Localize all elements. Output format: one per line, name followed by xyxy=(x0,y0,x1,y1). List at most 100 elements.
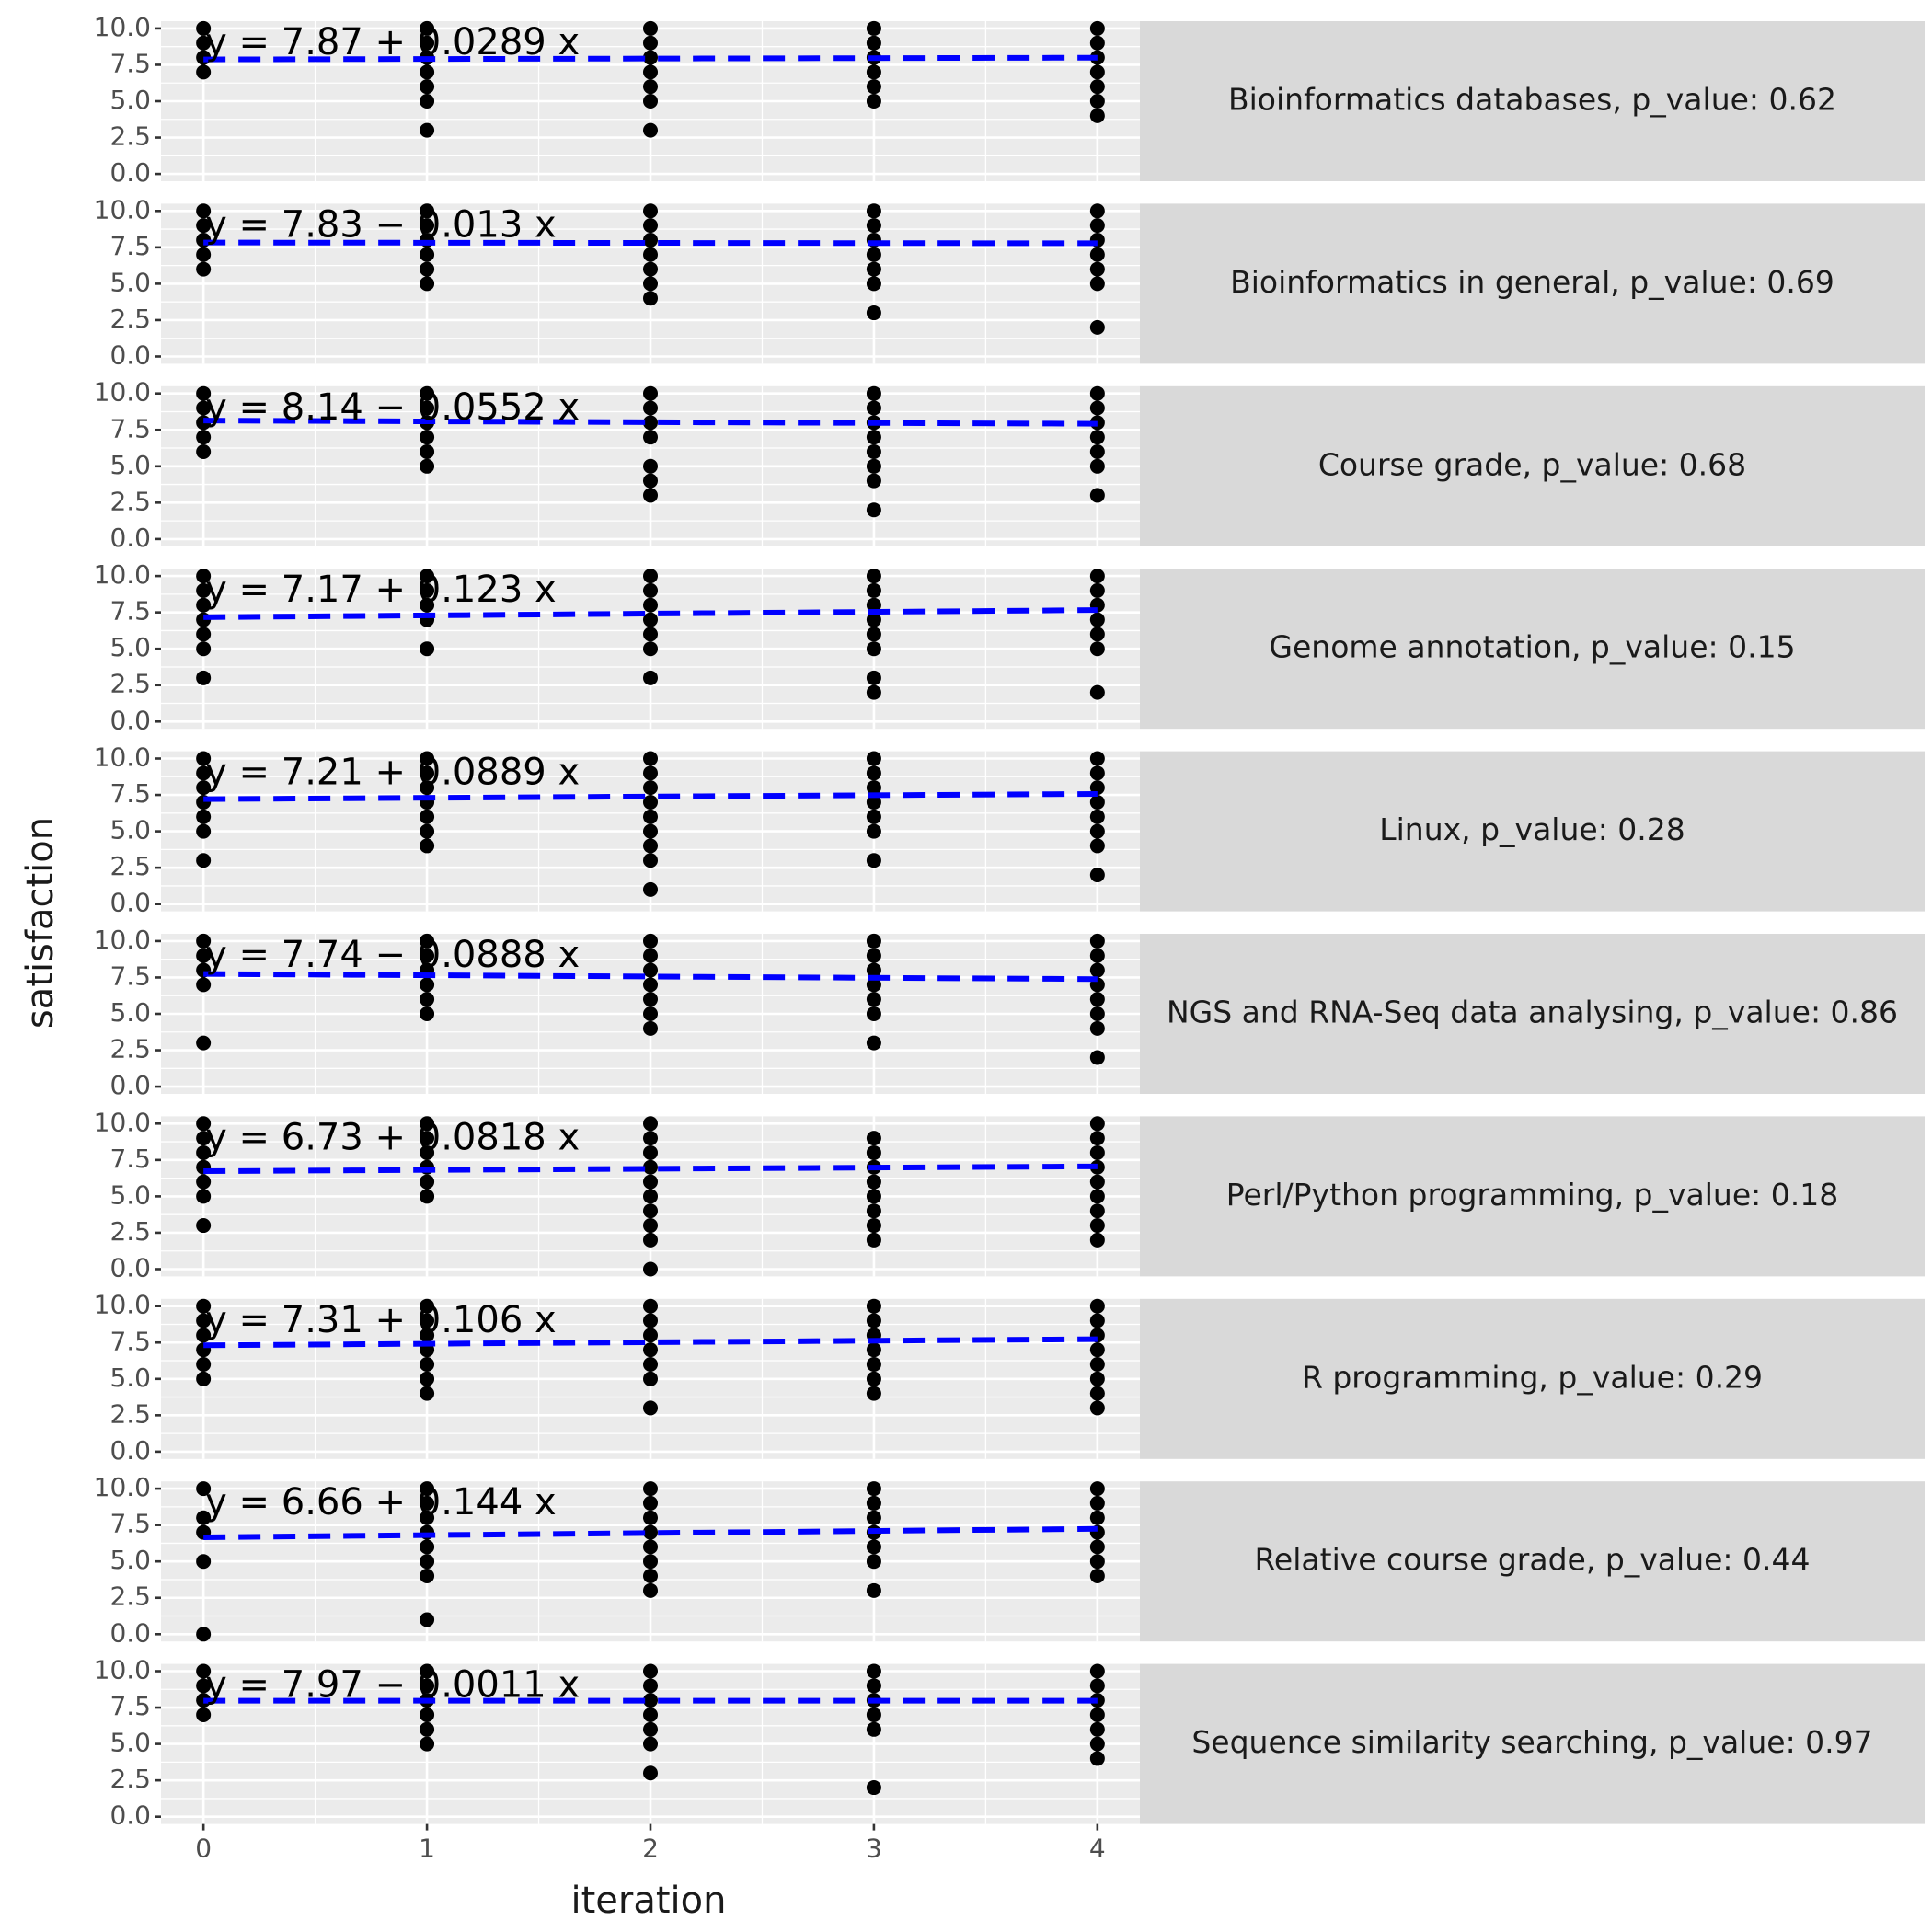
point xyxy=(1089,1174,1105,1190)
point xyxy=(196,627,212,642)
y-tick-label: 5.0 xyxy=(109,1363,151,1393)
point xyxy=(866,582,881,598)
strip-label: Linux, p_value: 0.28 xyxy=(1379,811,1685,847)
point xyxy=(866,385,881,401)
point xyxy=(866,780,881,796)
point xyxy=(643,582,658,598)
point xyxy=(1089,50,1105,65)
point xyxy=(1089,684,1105,700)
point xyxy=(643,1232,658,1248)
point xyxy=(420,1116,435,1132)
point xyxy=(866,1144,881,1160)
point xyxy=(643,1006,658,1021)
point xyxy=(866,1371,881,1386)
point xyxy=(196,977,212,993)
point xyxy=(643,1159,658,1175)
point xyxy=(866,400,881,416)
point xyxy=(420,641,435,657)
y-tick-label: 2.5 xyxy=(109,121,151,152)
y-tick-label: 0.0 xyxy=(109,888,151,918)
point xyxy=(1089,794,1105,810)
point xyxy=(1089,1050,1105,1065)
point xyxy=(643,809,658,824)
y-tick-label: 10.0 xyxy=(94,925,151,955)
point xyxy=(866,64,881,80)
point xyxy=(643,261,658,277)
point xyxy=(643,291,658,306)
point xyxy=(1089,569,1105,584)
point xyxy=(1089,443,1105,459)
point xyxy=(420,1721,435,1737)
point xyxy=(1089,1342,1105,1358)
point xyxy=(866,627,881,642)
y-tick-label: 7.5 xyxy=(109,1144,151,1174)
point xyxy=(866,20,881,36)
x-tick-label: 3 xyxy=(866,1834,882,1864)
point xyxy=(643,1678,658,1694)
point xyxy=(866,458,881,474)
point xyxy=(643,1510,658,1525)
equation: y = 7.31 + 0.106 x xyxy=(205,1299,557,1341)
point xyxy=(196,1035,212,1051)
equation: y = 8.14 − 0.0552 x xyxy=(205,386,580,429)
point xyxy=(866,1780,881,1796)
point xyxy=(643,1736,658,1752)
point xyxy=(420,64,435,80)
equation: y = 6.73 + 0.0818 x xyxy=(205,1116,580,1158)
point xyxy=(1089,94,1105,109)
point xyxy=(643,569,658,584)
point xyxy=(866,218,881,234)
strip-label: NGS and RNA-Seq data analysing, p_value:… xyxy=(1167,995,1898,1030)
point xyxy=(866,765,881,781)
point xyxy=(196,569,212,584)
point xyxy=(1089,276,1105,292)
point xyxy=(1089,203,1105,219)
point xyxy=(1089,1116,1105,1132)
point xyxy=(643,933,658,949)
point xyxy=(643,1707,658,1722)
y-tick-label: 7.5 xyxy=(109,960,151,991)
point xyxy=(866,1174,881,1190)
point xyxy=(643,1342,658,1358)
point xyxy=(866,1678,881,1694)
point xyxy=(420,597,435,613)
equation: y = 7.74 − 0.0888 x xyxy=(205,934,580,976)
point xyxy=(196,809,212,824)
strip-background xyxy=(1140,203,1925,364)
point xyxy=(420,780,435,796)
point xyxy=(420,751,435,766)
y-tick-label: 2.5 xyxy=(109,1216,151,1247)
point xyxy=(420,1006,435,1021)
y-tick-label: 5.0 xyxy=(109,1179,151,1210)
point xyxy=(866,641,881,657)
x-tick-label: 0 xyxy=(195,1834,212,1864)
point xyxy=(196,1298,212,1314)
point xyxy=(866,809,881,824)
point xyxy=(420,992,435,1007)
strip-label: Sequence similarity searching, p_value: … xyxy=(1191,1724,1872,1760)
y-tick-label: 0.0 xyxy=(109,1435,151,1466)
y-axis-title: satisfaction xyxy=(19,817,62,1029)
point xyxy=(1089,261,1105,277)
point xyxy=(420,933,435,949)
y-tick-label: 0.0 xyxy=(109,339,151,370)
point xyxy=(643,35,658,51)
point xyxy=(420,823,435,839)
point xyxy=(866,1707,881,1722)
y-tick-label: 10.0 xyxy=(94,1472,151,1502)
point xyxy=(643,1313,658,1328)
point xyxy=(1089,641,1105,657)
point xyxy=(866,684,881,700)
point xyxy=(196,203,212,219)
point xyxy=(643,203,658,219)
point xyxy=(866,823,881,839)
point xyxy=(420,1386,435,1401)
point xyxy=(866,1298,881,1314)
y-tick-label: 10.0 xyxy=(94,742,151,773)
point xyxy=(643,765,658,781)
point xyxy=(643,1144,658,1160)
point xyxy=(420,1495,435,1511)
point xyxy=(196,261,212,277)
point xyxy=(196,853,212,868)
point xyxy=(1089,809,1105,824)
